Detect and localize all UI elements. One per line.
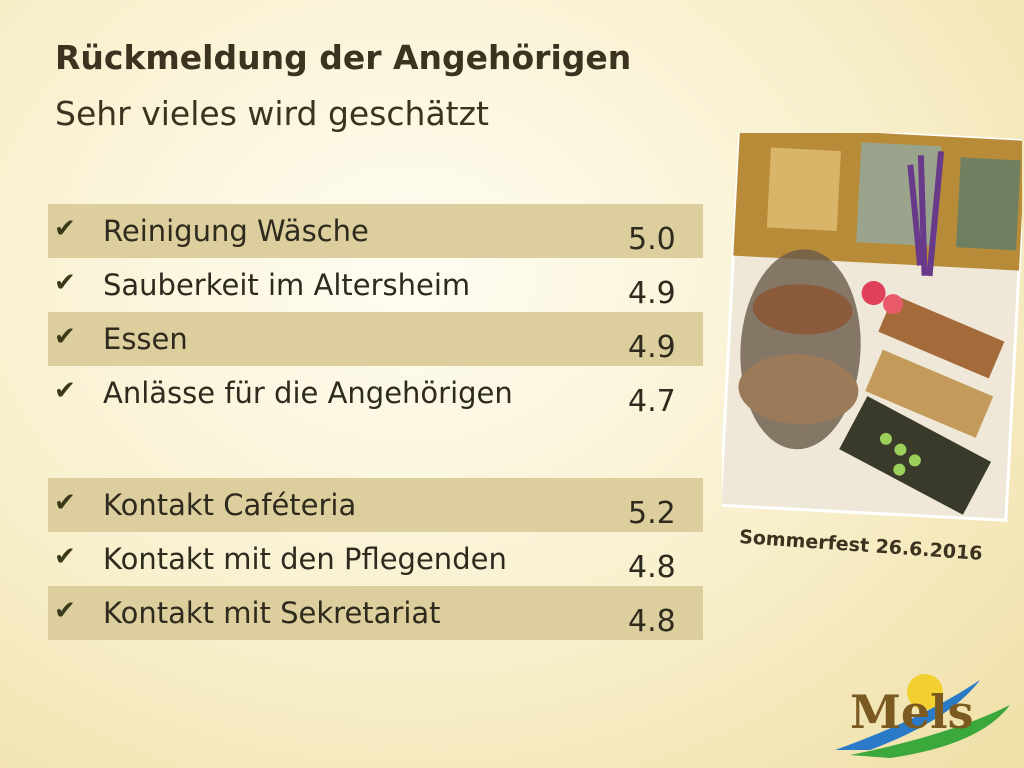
check-icon: ✔ — [54, 542, 76, 572]
check-icon: ✔ — [54, 322, 76, 352]
logo: Mels — [835, 674, 1010, 758]
row-label: Sauberkeit im Altersheim — [103, 268, 471, 302]
check-icon: ✔ — [54, 214, 76, 244]
check-icon: ✔ — [54, 376, 76, 406]
row-label: Essen — [103, 322, 188, 356]
rating-row: ✔ Anlässe für die Angehörigen 4.7 — [48, 366, 703, 420]
row-value: 5.0 — [628, 222, 676, 257]
title: Rückmeldung der Angehörigen — [55, 38, 632, 77]
subtitle: Sehr vieles wird geschätzt — [55, 94, 489, 133]
row-label: Kontakt Caféteria — [103, 488, 357, 522]
rating-row: ✔ Kontakt Caféteria 5.2 — [48, 478, 703, 532]
row-value: 5.2 — [628, 496, 676, 531]
rating-row: ✔ Essen 4.9 — [48, 312, 703, 366]
row-value: 4.9 — [628, 330, 676, 365]
row-label: Kontakt mit den Pflegenden — [103, 542, 507, 576]
row-value: 4.8 — [628, 550, 676, 585]
row-label: Kontakt mit Sekretariat — [103, 596, 441, 630]
row-label: Reinigung Wäsche — [103, 214, 369, 248]
check-icon: ✔ — [54, 488, 76, 518]
rating-row: ✔ Kontakt mit den Pflegenden 4.8 — [48, 532, 703, 586]
row-value: 4.8 — [628, 604, 676, 639]
check-icon: ✔ — [54, 268, 76, 298]
row-value: 4.9 — [628, 276, 676, 311]
rating-row: ✔ Sauberkeit im Altersheim 4.9 — [48, 258, 703, 312]
check-icon: ✔ — [54, 596, 76, 626]
row-label: Anlässe für die Angehörigen — [103, 376, 513, 410]
photo-caption: Sommerfest 26.6.2016 — [738, 526, 984, 565]
logo-text: Mels — [850, 685, 974, 739]
rating-row: ✔ Kontakt mit Sekretariat 4.8 — [48, 586, 703, 640]
rating-row: ✔ Reinigung Wäsche 5.0 — [48, 204, 703, 258]
row-value: 4.7 — [628, 384, 676, 419]
photo — [722, 133, 1022, 522]
